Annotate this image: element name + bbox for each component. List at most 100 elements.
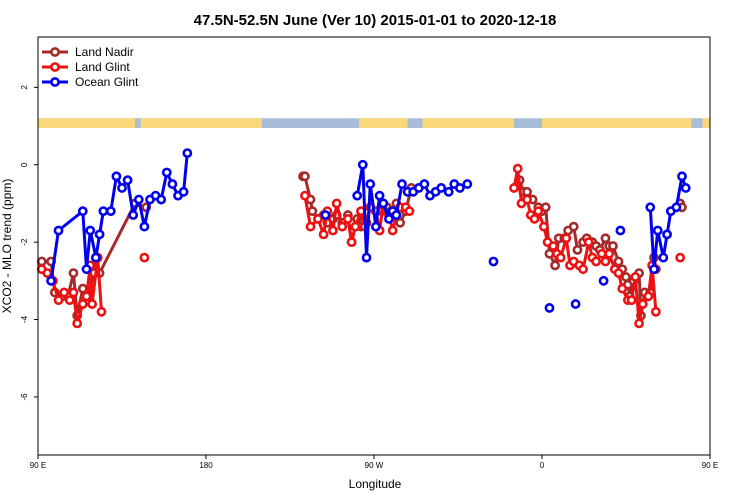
data-point <box>658 252 669 263</box>
data-point <box>337 221 348 232</box>
x-tick-label: 180 <box>199 461 213 470</box>
data-point <box>613 256 624 267</box>
data-point <box>591 256 602 267</box>
x-tick-label: 90 E <box>30 461 46 470</box>
data-point <box>167 179 178 189</box>
data-point <box>117 183 127 193</box>
data-point <box>68 268 79 278</box>
data-point <box>320 210 331 220</box>
data-point <box>378 198 389 209</box>
data-point <box>365 179 376 189</box>
data-point <box>77 283 88 294</box>
data-point <box>94 229 105 240</box>
data-point <box>397 179 407 189</box>
y-axis: 2 0 -2 -4 -6 <box>20 85 38 401</box>
chart-title: 47.5N-52.5N June (Ver 10) 2015-01-01 to … <box>194 12 557 29</box>
data-point <box>161 167 172 178</box>
data-point <box>300 171 310 182</box>
data-point <box>36 256 47 267</box>
data-point <box>318 229 329 240</box>
data-point <box>352 190 363 201</box>
data-point <box>630 272 641 282</box>
data-point <box>443 186 454 197</box>
data-point <box>578 264 588 275</box>
data-point <box>650 306 661 317</box>
land-band <box>38 118 136 128</box>
series-ocean-glint <box>46 148 691 313</box>
data-point <box>548 241 559 251</box>
data-point <box>105 206 116 217</box>
data-point <box>374 190 385 201</box>
data-point <box>512 163 523 174</box>
data-point <box>462 179 473 189</box>
data-point <box>533 206 544 217</box>
data-point <box>568 221 579 232</box>
y-tick-label: 0 <box>20 162 29 167</box>
data-point <box>550 260 560 271</box>
data-point <box>305 221 316 232</box>
data-point <box>652 225 663 236</box>
x-tick-label: 90 W <box>365 461 384 470</box>
data-point <box>600 256 611 267</box>
data-point <box>331 198 342 209</box>
land-band <box>542 118 692 128</box>
data-point <box>53 295 64 306</box>
data-point <box>404 206 415 217</box>
data-point <box>436 183 447 193</box>
data-point <box>604 248 615 259</box>
data-point <box>538 221 549 232</box>
legend-marker <box>50 47 60 57</box>
land-band <box>422 118 514 128</box>
data-point <box>87 299 98 309</box>
legend-item: Ocean Glint <box>42 75 139 89</box>
legend-label: Land Nadir <box>75 45 134 59</box>
data-point <box>90 252 101 263</box>
data-point <box>72 318 83 329</box>
y-tick-label: -6 <box>20 393 29 401</box>
data-point <box>598 275 609 286</box>
data-point <box>671 202 682 213</box>
data-point <box>361 252 372 263</box>
data-point <box>122 175 133 186</box>
x-tick-label: 0 <box>540 461 545 470</box>
data-point <box>555 252 566 263</box>
land-band <box>359 118 408 128</box>
data-point <box>509 183 519 193</box>
data-point <box>68 287 79 298</box>
data-point <box>634 318 644 329</box>
data-point <box>346 237 357 248</box>
data-point <box>675 252 686 263</box>
data-point <box>133 194 144 205</box>
legend-item: Land Nadir <box>42 45 134 59</box>
y-tick-label: -2 <box>20 238 29 246</box>
data-point <box>42 268 53 278</box>
data-point <box>139 221 150 232</box>
data-point <box>395 217 406 228</box>
data-point <box>570 299 581 309</box>
data-point <box>454 183 465 193</box>
land-ocean-strip <box>38 118 710 128</box>
data-point <box>662 229 672 240</box>
data-point <box>156 194 167 205</box>
data-point <box>540 202 551 213</box>
data-point <box>139 252 150 263</box>
data-point <box>561 233 572 244</box>
legend-marker <box>50 62 60 72</box>
data-point <box>328 225 338 236</box>
data-point <box>342 214 353 224</box>
data-point <box>387 225 398 236</box>
legend-item: Land Glint <box>42 60 130 74</box>
data-point <box>677 171 687 182</box>
series-land-glint <box>36 163 686 329</box>
data-point <box>572 244 583 255</box>
data-point <box>626 295 637 306</box>
data-point <box>350 221 361 232</box>
data-point <box>613 268 624 278</box>
data-point <box>391 210 402 220</box>
legend-marker <box>50 77 60 87</box>
data-point <box>645 202 656 213</box>
data-point <box>522 194 532 205</box>
data-point <box>680 183 691 193</box>
data-point <box>46 275 56 286</box>
